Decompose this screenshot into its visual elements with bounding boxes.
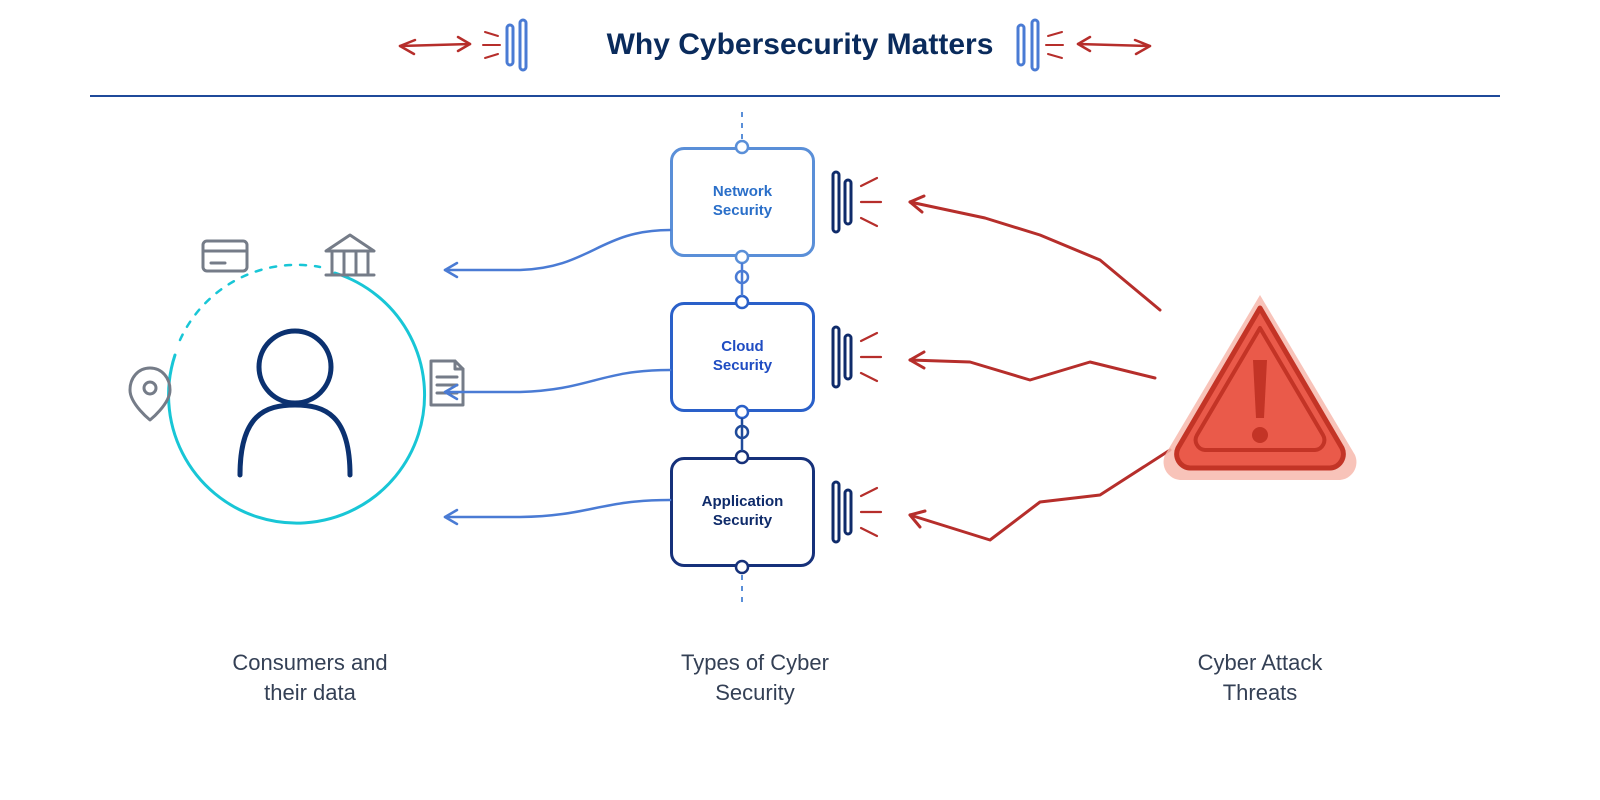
- label-threats: Cyber AttackThreats: [1130, 648, 1390, 707]
- document-icon: [431, 361, 463, 405]
- label-consumers: Consumers andtheir data: [210, 648, 410, 707]
- card-icon: [203, 241, 247, 271]
- data-icons: [130, 235, 463, 420]
- security-box-1: CloudSecurity: [670, 302, 815, 412]
- security-box-0: NetworkSecurity: [670, 147, 815, 257]
- threat-icon: [1130, 260, 1390, 500]
- bank-icon: [326, 235, 374, 275]
- location-icon: [130, 368, 170, 420]
- consumer-graphic: [85, 185, 505, 605]
- security-box-2: ApplicationSecurity: [670, 457, 815, 567]
- label-types: Types of CyberSecurity: [640, 648, 870, 707]
- title-decorations: [0, 0, 1600, 90]
- header-divider: [90, 95, 1500, 97]
- infographic-canvas: Why Cybersecurity Matters: [0, 0, 1600, 800]
